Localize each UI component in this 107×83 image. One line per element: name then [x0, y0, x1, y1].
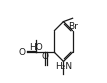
Text: O: O: [42, 52, 49, 61]
Text: O: O: [18, 48, 25, 57]
Text: HO: HO: [29, 43, 43, 52]
Text: Br: Br: [68, 22, 78, 31]
Text: H₂N: H₂N: [55, 62, 72, 71]
